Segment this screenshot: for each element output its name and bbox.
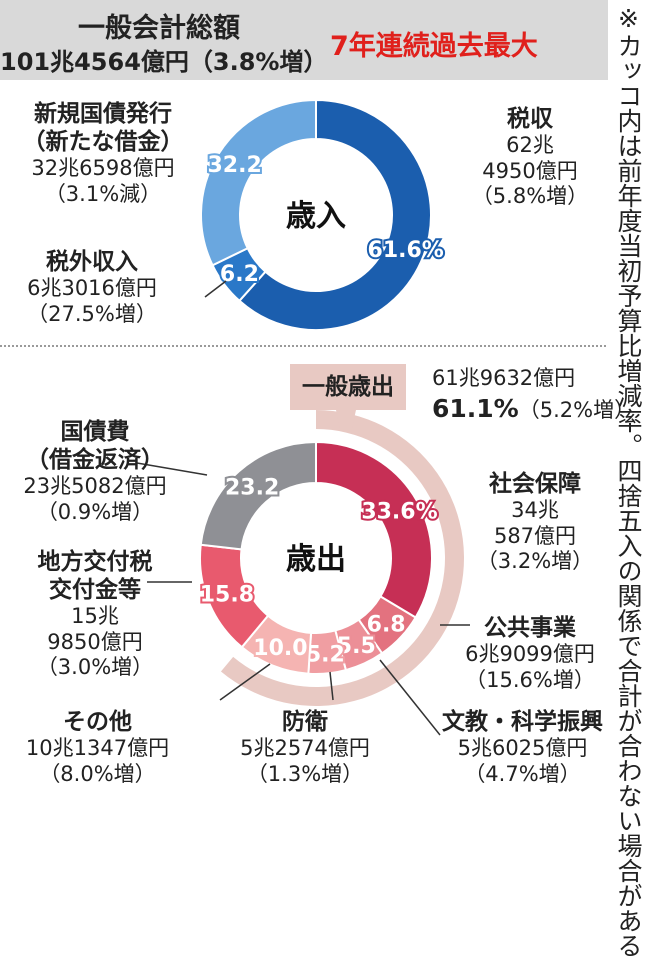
expenditure-slice-social — [315, 440, 433, 619]
revenue-value-label-other_income: 6.2 — [220, 262, 259, 287]
general-expenditure-label: 一般歳出 — [290, 364, 406, 410]
slice-name: その他 — [63, 709, 132, 735]
slice-name: 税外収入 — [46, 249, 138, 275]
slice-amount: 62兆 — [506, 133, 554, 158]
slice-name: 地方交付税 — [37, 549, 153, 575]
slice-name: 国債費 — [60, 419, 130, 445]
slice-change: （3.0%増） — [36, 655, 154, 680]
slice-name: 社会保障 — [489, 471, 581, 497]
slice-name: 文教・科学振興 — [442, 709, 603, 735]
slice-change: （3.2%増） — [476, 549, 594, 574]
expenditure-value-label-public_works: 6.8 — [367, 613, 406, 638]
general-expenditure-summary: 61兆9632億円 61.1%（5.2%増） — [432, 364, 635, 426]
leader-line — [136, 462, 208, 476]
header-banner: 一般会計総額 101兆4564億円（3.8%増） 7年連続過去最大 — [0, 0, 608, 80]
expenditure-value-label-debt: 23.2 — [225, 475, 279, 500]
revenue-slice-bond — [200, 98, 317, 267]
general-expenditure-share: 61.1% — [432, 394, 519, 424]
expenditure-slice-debt — [199, 440, 317, 551]
budget-donut-charts: 61.6% 6.2 32.2 歳入 33.6% 6.85.55.210.0 15.8 23.2… — [136, 98, 470, 736]
slice-amount: 34兆 — [511, 498, 559, 523]
slice-name: 新規国債発行 — [34, 101, 172, 127]
leader-line — [329, 671, 334, 701]
general-expenditure-pointer — [336, 410, 356, 428]
slice-change: （8.0%増） — [39, 761, 156, 786]
leader-line — [219, 663, 271, 701]
revenue-tax-annotation: 税収 62兆 4950億円 （5.8%増） — [470, 105, 590, 210]
section-divider — [0, 345, 606, 347]
revenue-bond-annotation: 新規国債発行 （新たな借金） 32兆6598億円 （3.1%減） — [8, 100, 198, 207]
expenditure-value-label-other: 10.0 — [253, 636, 307, 661]
slice-change: （27.5%増） — [27, 301, 157, 326]
slice-change: （5.8%増） — [471, 184, 589, 209]
expenditure-other-annotation: その他 10兆1347億円 （8.0%増） — [10, 708, 185, 787]
general-expenditure-band — [220, 410, 464, 706]
slice-name: 交付金等 — [49, 577, 141, 604]
general-expenditure-change: （5.2%増） — [518, 398, 636, 423]
expenditure-value-label-social: 33.6% — [361, 500, 437, 525]
slice-amount: 32兆6598億円 — [31, 156, 175, 181]
slice-change: （1.3%増） — [246, 761, 364, 786]
expenditure-social-annotation: 社会保障 34兆 587億円 （3.2%増） — [450, 470, 620, 575]
revenue-value-label-tax: 61.6% — [368, 238, 444, 263]
slice-change: （15.6%増） — [465, 667, 595, 692]
slice-change: （0.9%増） — [36, 499, 154, 524]
slice-name: 防衛 — [282, 709, 328, 735]
revenue-other_income-annotation: 税外収入 6兆3016億円 （27.5%増） — [8, 248, 176, 327]
general-expenditure-amount: 61兆9632億円 — [432, 366, 576, 390]
slice-amount: 23兆5082億円 — [23, 474, 167, 499]
expenditure-center-label: 歳出 — [286, 542, 346, 577]
slice-amount: 15兆 — [71, 604, 119, 629]
slice-amount: 10兆1347億円 — [25, 736, 170, 761]
expenditure-debt-annotation: 国債費 （借金返済） 23兆5082億円 （0.9%増） — [10, 418, 180, 525]
slice-amount: 6兆3016億円 — [27, 276, 157, 301]
expenditure-public_works-annotation: 公共事業 6兆9099億円 （15.6%増） — [440, 614, 620, 693]
slice-name: （借金返済） — [26, 447, 164, 474]
revenue-value-label-bond: 32.2 — [207, 153, 261, 178]
expenditure-value-label-education: 5.5 — [337, 634, 376, 659]
slice-name: 税収 — [507, 106, 553, 132]
slice-amount: 9850億円 — [47, 629, 143, 654]
leader-line — [204, 280, 227, 298]
revenue-slice-tax — [237, 98, 432, 331]
slice-name: 公共事業 — [484, 615, 576, 641]
slice-amount: 587億円 — [493, 523, 577, 548]
record-highlight: 7年連続過去最大 — [330, 31, 538, 62]
expenditure-local-annotation: 地方交付税 交付金等 15兆 9850億円 （3.0%増） — [10, 548, 180, 681]
revenue-center-label: 歳入 — [286, 199, 346, 234]
slice-change: （4.7%増） — [464, 761, 581, 786]
leader-line — [379, 659, 441, 736]
expenditure-education-annotation: 文教・科学振興 5兆6025億円 （4.7%増） — [400, 708, 645, 787]
slice-amount: 6兆9099億円 — [465, 642, 595, 667]
slice-amount: 5兆6025億円 — [457, 736, 588, 761]
slice-amount: 5兆2574億円 — [240, 736, 370, 761]
expenditure-value-label-local: 15.8 — [200, 583, 254, 608]
budget-title: 一般会計総額 — [78, 13, 240, 44]
slice-change: （3.1%減） — [44, 181, 162, 206]
expenditure-value-label-defense: 5.2 — [306, 643, 345, 668]
expenditure-defense-annotation: 防衛 5兆2574億円 （1.3%増） — [225, 708, 385, 787]
slice-amount: 4950億円 — [482, 158, 578, 183]
budget-total: 101兆4564億円（3.8%増） — [0, 48, 328, 76]
slice-name: （新たな借金） — [22, 129, 184, 156]
